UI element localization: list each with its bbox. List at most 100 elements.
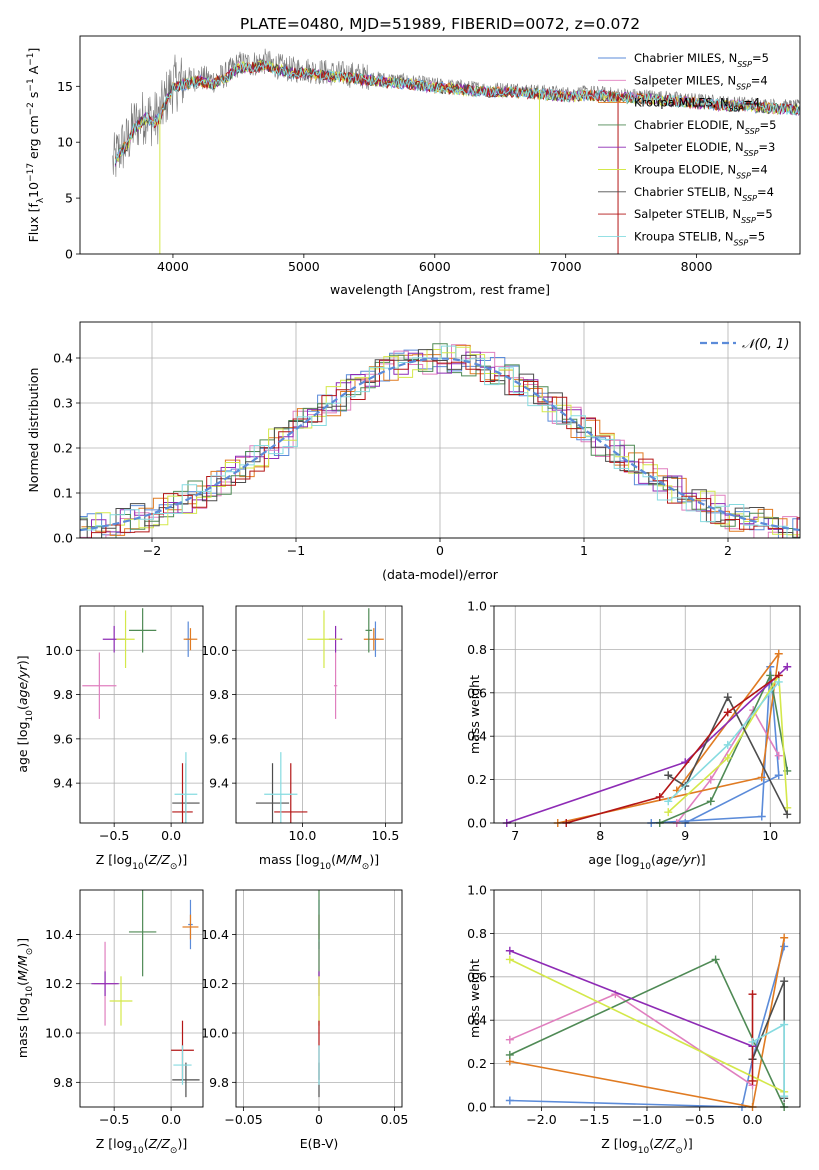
y-tick-label: 9.8 <box>53 687 73 702</box>
model-spectrum-line <box>114 60 800 159</box>
y-axis-label: mass weight <box>467 675 482 754</box>
mass-weight-line <box>509 993 753 1086</box>
x-axis-label: Z [log10(Z/Z⊙)] <box>96 1136 187 1156</box>
mass-weight-marker <box>723 693 732 702</box>
observed-spectrum-line <box>112 48 800 177</box>
x-axis-label: (data-model)/error <box>382 567 499 582</box>
y-tick-label: 9.8 <box>53 1075 73 1090</box>
legend-entry: Chabrier STELIB, NSSP=4 <box>634 185 774 203</box>
x-tick-label: −1.5 <box>579 1112 609 1127</box>
residual-histogram-panel: −2 −1 0 1 2 0.0 0.1 0.2 0.3 0.4 (data-model)/error… <box>26 321 801 582</box>
y-tick-label: 0.4 <box>467 729 487 744</box>
x-tick-label: 7 <box>511 828 519 843</box>
mass-weight-marker <box>505 1096 514 1105</box>
axes-frame <box>235 889 403 1108</box>
x-axis-label: Z [log10(Z/Z⊙)] <box>601 1136 692 1156</box>
mass-weight-marker <box>723 740 732 749</box>
mass-weight-marker <box>505 1035 514 1044</box>
y-tick-label: 0.2 <box>467 1056 487 1071</box>
x-tick-label: 0 <box>436 543 444 558</box>
axes-frame <box>235 605 403 824</box>
mass-weight-marker <box>505 946 514 955</box>
y-tick-label: 1.0 <box>467 599 487 614</box>
histogram-step-line <box>80 349 800 538</box>
mass-weight-line <box>667 695 789 815</box>
y-tick-label: 0.0 <box>53 531 73 546</box>
mass-vs-ebv-panel: −0.05 0 0.05 9.8 10.0 10.2 10.4 E(B-V) <box>201 889 409 1151</box>
axes-frame <box>79 889 204 1108</box>
x-tick-label: −1.0 <box>632 1112 662 1127</box>
mass-weight-line <box>506 666 788 823</box>
x-tick-label: 6000 <box>419 259 451 274</box>
legend-entry: Kroupa ELODIE, NSSP=4 <box>634 163 768 181</box>
x-tick-label: 9 <box>681 828 689 843</box>
legend-entry: Salpeter MILES, NSSP=4 <box>634 73 768 91</box>
mass-weight-marker <box>748 1076 757 1085</box>
y-tick-label: 10.0 <box>201 643 229 658</box>
y-tick-label: 0.2 <box>53 441 73 456</box>
y-tick-label: 10.2 <box>201 976 229 991</box>
mass-weight-marker <box>766 671 775 680</box>
age-vs-metallicity-panel: −0.5 0.0 9.4 9.6 9.8 10.0 Z [log10(Z/Z⊙)] age [… <box>15 605 204 872</box>
x-tick-label: 0.0 <box>743 1112 763 1127</box>
mass-weight-line <box>509 937 785 1107</box>
x-axis-label: E(B-V) <box>300 1136 339 1151</box>
x-tick-label: 4000 <box>157 259 189 274</box>
x-axis-label: Z [log10(Z/Z⊙)] <box>96 852 187 872</box>
y-tick-label: 0.4 <box>467 1013 487 1028</box>
x-axis-label: mass [log10(M/M⊙)] <box>259 852 379 872</box>
y-tick-label: 0.0 <box>467 1100 487 1115</box>
y-tick-label: 9.4 <box>53 776 73 791</box>
axes-frame <box>493 605 801 824</box>
y-tick-label: 0.3 <box>53 396 73 411</box>
mass-weight-marker <box>780 977 789 986</box>
y-tick-label: 0.8 <box>467 642 487 657</box>
normal-curve <box>79 357 801 532</box>
x-axis-label: wavelength [Angstrom, rest frame] <box>330 282 550 297</box>
legend-entry: Chabrier ELODIE, NSSP=5 <box>634 118 776 136</box>
spectrum-panel: 4000 5000 6000 7000 8000 0 5 10 15 wavelength [An… <box>26 35 801 297</box>
x-axis-label: age [log10(age/yr)] <box>588 852 705 872</box>
y-tick-label: 9.8 <box>209 687 229 702</box>
mass-weight-line <box>676 708 780 823</box>
y-tick-label: 10.0 <box>45 1026 73 1041</box>
x-tick-label: 0.05 <box>381 1112 409 1127</box>
mass-weight-marker <box>783 810 792 819</box>
mass-weight-marker <box>655 792 664 801</box>
y-tick-label: 0.6 <box>467 685 487 700</box>
x-tick-label: 8000 <box>681 259 713 274</box>
mass-weight-marker <box>664 771 673 780</box>
y-axis-label: Flux [fλ10−17 erg cm−2 s−1 A−1] <box>26 48 46 243</box>
y-tick-label: 5 <box>65 191 73 206</box>
mass-weight-marker <box>723 708 732 717</box>
mass-weight-marker <box>748 1037 757 1046</box>
y-tick-label: 1.0 <box>467 883 487 898</box>
mass-weight-marker <box>505 955 514 964</box>
axes-frame <box>79 605 204 824</box>
x-tick-label: 0.0 <box>161 1112 181 1127</box>
x-tick-label: −0.5 <box>99 828 129 843</box>
age-vs-mass-panel: 10.0 10.5 9.4 9.6 9.8 10.0 mass [log10(M/M⊙)] <box>201 605 403 872</box>
x-tick-label: 8 <box>596 828 604 843</box>
legend-entry: Kroupa STELIB, NSSP=5 <box>634 229 765 247</box>
axes-frame <box>79 321 801 539</box>
x-tick-label: −2 <box>143 543 161 558</box>
legend-entry: Kroupa MILES, NSSP=4 <box>634 96 760 114</box>
x-tick-label: 1 <box>580 543 588 558</box>
mass-weight-vs-age-panel: 7 8 9 10 0.0 0.2 0.4 0.6 0.8 1.0 age [log10(age/yr… <box>467 599 801 872</box>
y-tick-label: 9.8 <box>209 1075 229 1090</box>
y-tick-label: 0.8 <box>467 926 487 941</box>
y-tick-label: 9.6 <box>53 731 73 746</box>
axes-frame <box>493 889 801 1108</box>
mass-weight-line <box>566 674 780 823</box>
y-axis-label: mass weight <box>467 959 482 1038</box>
histogram-step-line <box>81 345 800 538</box>
mass-weight-marker <box>706 775 715 784</box>
x-tick-label: −1 <box>287 543 305 558</box>
mass-weight-marker <box>780 942 789 951</box>
legend-entry: Salpeter ELODIE, NSSP=3 <box>634 140 775 158</box>
x-tick-label: 0 <box>315 1112 323 1127</box>
y-tick-label: 15 <box>57 79 73 94</box>
mass-weight-marker <box>664 808 673 817</box>
